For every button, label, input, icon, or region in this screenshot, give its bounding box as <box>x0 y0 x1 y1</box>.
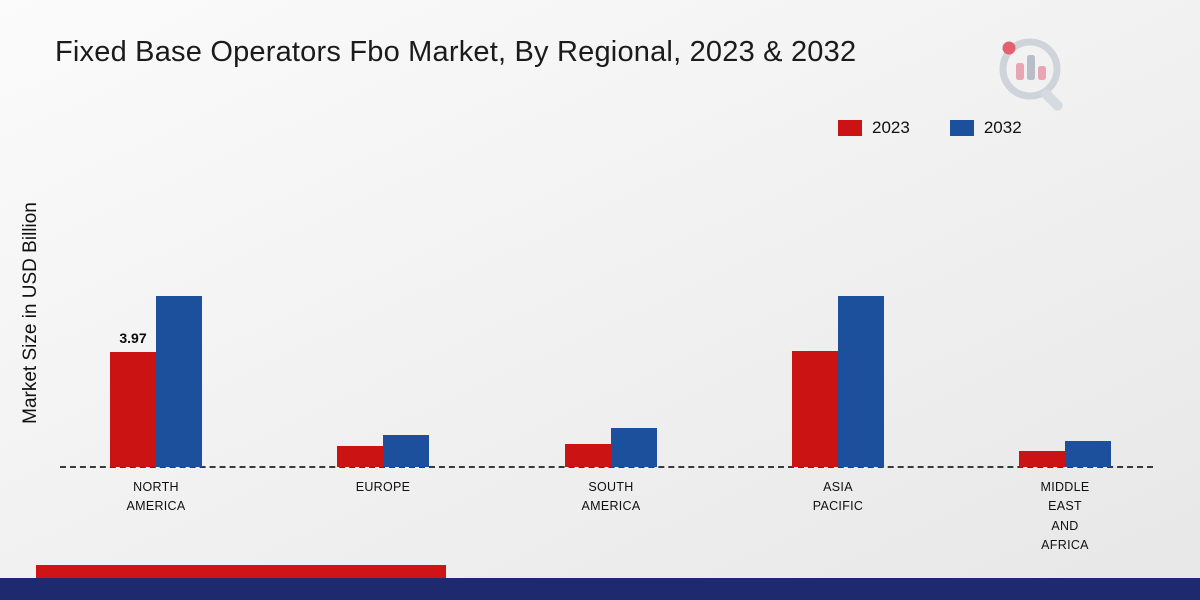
footer-red-strip <box>36 565 446 578</box>
bar-2032-1 <box>156 296 202 467</box>
legend-item-2023: 2023 <box>838 118 910 138</box>
legend-item-2032: 2032 <box>949 118 1022 138</box>
legend-label: 2032 <box>983 118 1022 137</box>
x-axis-line <box>60 466 1153 468</box>
legend-swatch <box>949 120 974 136</box>
brand-logo <box>999 38 1063 111</box>
x-axis-category-label: MIDDLE EAST AND AFRICA <box>1040 480 1090 553</box>
bar-2032-5 <box>1065 441 1111 467</box>
legend-label: 2023 <box>872 118 910 137</box>
legend: 2023 2032 <box>838 118 1022 138</box>
x-axis-category-label: SOUTH AMERICA <box>581 480 641 514</box>
x-axis-category-label: EUROPE <box>355 480 411 494</box>
bar-value-label: 3.97 <box>119 330 147 346</box>
x-axis-category-label: ASIA PACIFIC <box>812 480 864 514</box>
bar-2023-4 <box>792 351 838 467</box>
footer-navy-strip <box>0 578 1200 600</box>
bar-2032-2 <box>383 435 429 467</box>
bar-2023-3 <box>565 444 611 467</box>
legend-swatch <box>838 120 862 136</box>
bar-2023-1 <box>110 352 156 467</box>
bar-2023-5 <box>1019 451 1065 467</box>
bar-2023-2 <box>337 446 383 467</box>
bar-2032-3 <box>611 428 657 467</box>
bar-2032-4 <box>838 296 884 467</box>
chart-title: Fixed Base Operators Fbo Market, By Regi… <box>55 36 857 68</box>
x-axis-category-label: NORTH AMERICA <box>126 480 186 514</box>
